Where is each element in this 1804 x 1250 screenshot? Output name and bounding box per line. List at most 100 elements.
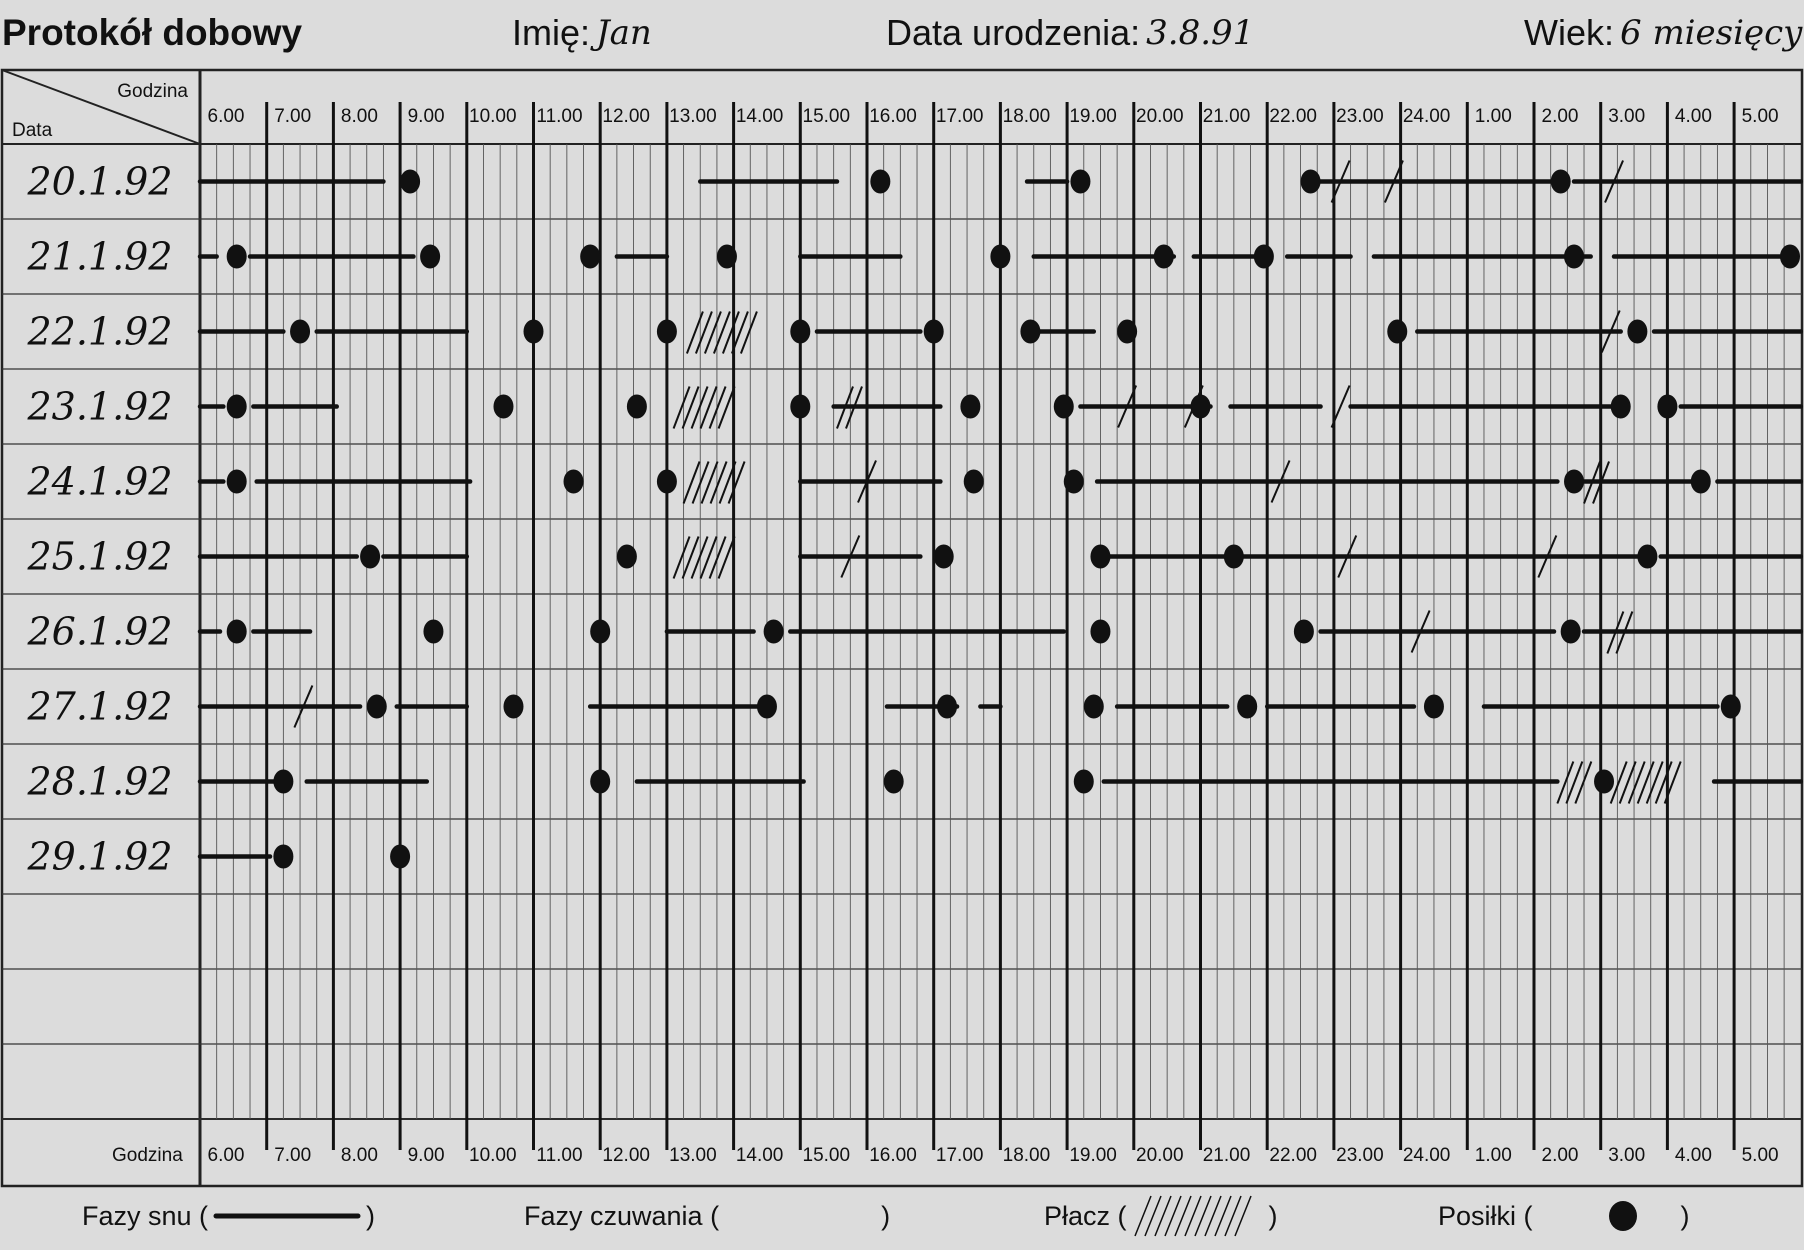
meal-dot	[626, 394, 647, 419]
meal-dot	[1657, 394, 1678, 419]
meal-dot	[870, 169, 891, 194]
meal-dot	[883, 769, 904, 794]
hour-label: 10.00	[469, 106, 517, 127]
crying-hatch	[730, 311, 749, 354]
meal-dot	[226, 469, 247, 494]
meal-dot	[1090, 544, 1111, 569]
hour-label: 13.00	[669, 106, 717, 127]
date-label: 23.1.92	[26, 385, 172, 429]
sleep-line-sample	[213, 1213, 361, 1219]
hour-label-bottom: 9.00	[408, 1145, 445, 1166]
crying-hatch	[1583, 461, 1601, 504]
legend-sleep: Fazy snu ( )	[82, 1184, 375, 1248]
hour-label: 20.00	[1136, 106, 1184, 127]
hour-label-bottom: 3.00	[1608, 1145, 1645, 1166]
legend-close: )	[1268, 1200, 1278, 1231]
name-label: Imię:	[512, 12, 591, 53]
hour-label-bottom: 19.00	[1069, 1145, 1117, 1166]
protocol-row	[197, 844, 411, 869]
waking-tick	[1270, 460, 1291, 503]
meal-dot	[656, 319, 677, 344]
meal-dot	[226, 394, 247, 419]
page-title: Protokół dobowy	[2, 12, 303, 53]
hour-label-bottom: 23.00	[1336, 1145, 1384, 1166]
meal-dot	[1090, 619, 1111, 644]
meal-dot	[923, 319, 944, 344]
hour-label: 4.00	[1675, 106, 1712, 127]
meal-dot	[716, 244, 737, 269]
crying-hatch	[1636, 761, 1655, 804]
date-label: 22.1.92	[26, 310, 172, 354]
meal-dot	[1690, 469, 1711, 494]
hour-label-bottom: 10.00	[469, 1145, 517, 1166]
hour-label: 6.00	[208, 106, 245, 127]
legend-cry-label: Płacz (	[1044, 1200, 1127, 1231]
crying-hatch	[682, 461, 701, 504]
meal-dot	[1293, 619, 1314, 644]
meal-dot	[420, 244, 441, 269]
meal-dot	[1153, 244, 1174, 269]
hour-label-bottom: 12.00	[602, 1145, 650, 1166]
waking-tick	[1384, 160, 1404, 203]
crying-hatch	[717, 386, 736, 429]
hour-label: 12.00	[602, 106, 650, 127]
hour-label: 7.00	[274, 106, 311, 127]
crying-hatch	[672, 386, 691, 429]
meal-dot	[1560, 619, 1581, 644]
meal-dot	[1223, 544, 1244, 569]
crying-hatch	[699, 536, 718, 579]
meal-dot	[590, 769, 611, 794]
hour-label-bottom: 21.00	[1203, 1145, 1251, 1166]
meal-dot	[1253, 244, 1274, 269]
meal-dot	[1627, 319, 1648, 344]
hour-label: 15.00	[803, 106, 851, 127]
crying-hatch	[1645, 761, 1664, 804]
crying-hatch	[845, 386, 863, 429]
meal-dot	[763, 619, 784, 644]
hour-label-bottom: 16.00	[869, 1145, 917, 1166]
corner-diagonal	[1, 69, 201, 145]
crying-hatch	[691, 461, 710, 504]
hour-label-bottom: 22.00	[1269, 1145, 1317, 1166]
hour-label-bottom: 15.00	[803, 1145, 851, 1166]
hour-label: 1.00	[1475, 106, 1512, 127]
meal-dot	[1387, 319, 1408, 344]
meal-dot	[1070, 169, 1091, 194]
date-label: 29.1.92	[26, 835, 172, 879]
name-field: Imię: Jan	[512, 0, 652, 66]
meal-dot	[933, 544, 954, 569]
crying-hatch	[708, 536, 727, 579]
waking-tick	[857, 460, 877, 503]
waking-tick	[1117, 385, 1138, 428]
crying-hatch	[1574, 761, 1593, 804]
hour-label-bottom: 17.00	[936, 1145, 984, 1166]
legend-meals-label: Posiłki (	[1438, 1200, 1533, 1231]
meal-dot	[390, 844, 411, 869]
meal-dot	[523, 319, 544, 344]
crying-hatch	[1615, 611, 1634, 654]
meal-dot	[1073, 769, 1094, 794]
hour-label: 14.00	[736, 106, 784, 127]
crying-hatch	[836, 386, 854, 429]
meal-dot	[226, 244, 247, 269]
meal-dot	[960, 394, 981, 419]
meal-dot	[563, 469, 584, 494]
protocol-row	[197, 385, 1804, 429]
crying-hatch	[712, 311, 731, 354]
protocol-row	[197, 460, 1804, 504]
meal-dot	[1594, 769, 1615, 794]
meal-dot	[366, 694, 387, 719]
protocol-row	[197, 244, 1800, 269]
crying-hatch	[1606, 611, 1625, 654]
legend-cry: Płacz ( )	[1044, 1184, 1278, 1248]
meal-dot	[790, 319, 811, 344]
meal-dot-sample	[1608, 1201, 1637, 1231]
crying-hatch	[709, 461, 728, 504]
crying-hatch	[1618, 761, 1637, 804]
hour-label: 24.00	[1403, 106, 1451, 127]
hour-label: 9.00	[408, 106, 445, 127]
date-label: 26.1.92	[26, 610, 172, 654]
waking-tick	[1537, 535, 1558, 578]
legend-close: )	[366, 1200, 376, 1231]
waking-tick	[1337, 535, 1358, 578]
